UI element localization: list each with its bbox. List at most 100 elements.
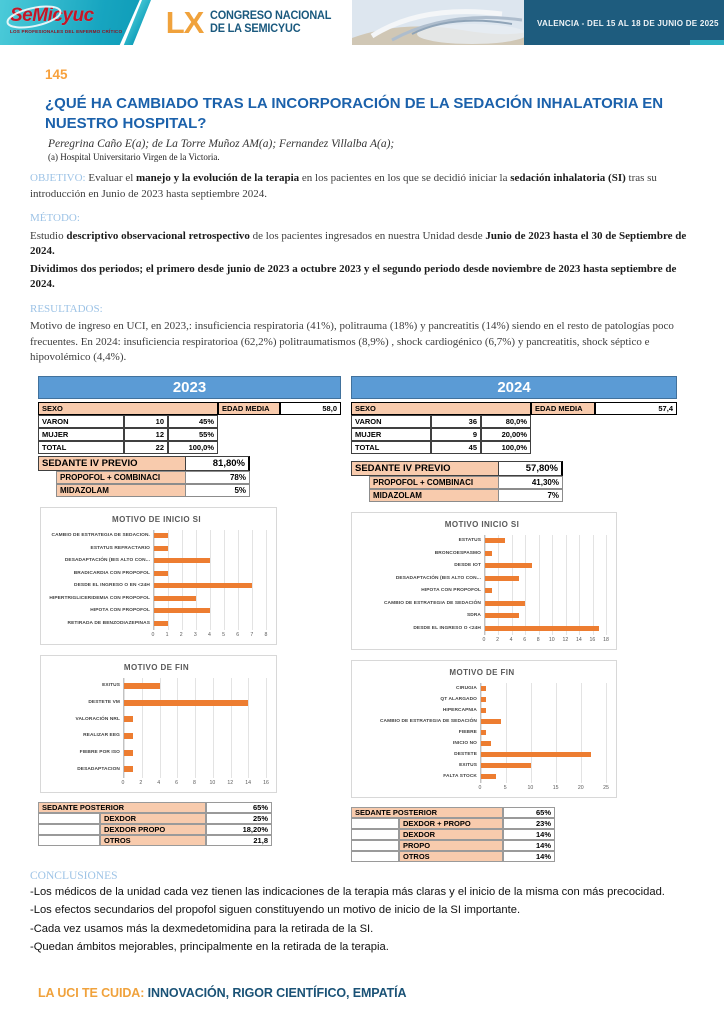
category-label: VALORACIÓN NRL [75, 716, 120, 722]
bar-row [481, 705, 606, 716]
bar [485, 538, 506, 544]
axis-tick-label: 4 [509, 636, 513, 643]
sedante-row-label: DEXDOR [399, 828, 503, 840]
category-label: CAMBIO DE ESTRATEGIA DE SEDACION. [51, 533, 150, 539]
conclusion-line: -Cada vez usamos más la dexmedetomidina … [30, 922, 374, 935]
bar [481, 729, 486, 735]
axis-tick-label: 0 [121, 779, 125, 786]
year-banner-2023: 2023 [38, 375, 341, 399]
axis-tick-label: 5 [503, 784, 507, 791]
table-row-pct: 55% [168, 427, 218, 441]
slogan-rest: INNOVACIÓN, RIGOR CIENTÍFICO, EMPATÍA [147, 985, 407, 1000]
sedante-previo-value: 57,80% [499, 460, 563, 476]
axis-tick-label: 2 [179, 631, 183, 638]
category-label: HIPOTA CON PROPOFOL [90, 608, 150, 614]
sedante-previo-table-2024: SEDANTE IV PREVIO 57,80% PROPOFOL + COMB… [351, 460, 677, 502]
bar [154, 558, 210, 564]
sedante-row-value: 14% [503, 828, 555, 840]
sedante-posterior-table-2023: SEDANTE POSTERIOR 65% DEXDOR 25% DEXDOR … [38, 801, 341, 846]
bar [481, 696, 486, 702]
conclusion-line: -Quedan ámbitos mejorables, principalmen… [30, 941, 389, 953]
chart-title: MOTIVO INICIO SI [444, 519, 520, 529]
chart-motivo-inicio-2023: MOTIVO DE INICIO SI CAMBIO DE ESTRATEGIA … [40, 506, 277, 645]
semicyuc-logo: SeMicyuc LOS PROFESIONALES DEL ENFERMO C… [0, 0, 140, 45]
edad-media-value: 58,0 [280, 401, 341, 415]
bar-row [481, 749, 606, 760]
text-segment: descriptivo observacional retrospectivo [66, 229, 250, 242]
axis-tick-label: 10 [209, 779, 216, 786]
bar-row [485, 572, 606, 585]
bar-row [154, 580, 266, 593]
section-label: CONCLUSIONES [30, 869, 118, 882]
axis-tick-label: 14 [245, 779, 252, 786]
panel-2023: 2023 SEXO EDAD MEDIA 58,0 VARON 10 45% M… [38, 375, 341, 862]
bar-row [485, 547, 606, 560]
category-label: HIPERTRIGLICERIDEMIA CON PROPOFOL [49, 595, 150, 601]
sedante-row-label: PROPOFOL + COMBINACI [56, 470, 186, 484]
bar [485, 613, 519, 619]
category-label: CAMBIO DE ESTRATEGIA DE SEDACIÓN [383, 600, 481, 606]
table-row-label: VARON [351, 414, 431, 428]
bar [485, 575, 519, 581]
category-label: EXITUS [459, 763, 477, 769]
category-label: FIEBRE [458, 729, 477, 735]
axis-tick-label: 25 [603, 784, 609, 791]
table-row-n: 36 [431, 414, 481, 428]
table-row-label: MUJER [38, 427, 124, 441]
table-row-pct: 100,0% [481, 440, 531, 454]
sedante-row-label: MIDAZOLAM [369, 488, 499, 502]
category-label: DESDE EL INGRESO O EN <24H [74, 583, 150, 589]
bar-row [124, 761, 266, 778]
axis-tick-label: 0 [478, 784, 482, 791]
sexo-header-cell: SEXO [351, 401, 531, 415]
table-row-pct: 45% [168, 414, 218, 428]
axis-tick-label: 20 [577, 784, 584, 791]
plot-area [153, 529, 267, 630]
table-row-n: 9 [431, 427, 481, 441]
bar-row [485, 585, 606, 598]
sedante-previo-label: SEDANTE IV PREVIO [351, 460, 499, 476]
category-label: HIPOTA CON PROPOFOL [421, 588, 481, 594]
chart-title: MOTIVO DE FIN [123, 662, 190, 672]
congress-title-block: LX CONGRESO NACIONAL DE LA SEMICYUC [166, 0, 338, 45]
bar [485, 588, 492, 594]
section-label: RESULTADOS: [30, 302, 103, 315]
table-row-pct: 80,0% [481, 414, 531, 428]
category-label: SDRA [467, 613, 481, 619]
section-resultados: RESULTADOS: Motivo de ingreso en UCI, en … [30, 302, 690, 366]
bar [485, 550, 492, 556]
bar [481, 763, 531, 769]
text-segment: Motivo de ingreso en UCI, en 2023,: insu… [30, 320, 674, 363]
bar [124, 732, 133, 739]
slogan-lead: LA UCI TE CUIDA: [38, 985, 145, 1000]
chart-title: MOTIVO DE INICIO SI [112, 514, 201, 524]
bar-row [124, 678, 266, 695]
text-segment: Estudio [30, 229, 67, 242]
sedante-row-label: PROPO [399, 839, 503, 851]
sedante-row-label: MIDAZOLAM [56, 483, 186, 497]
axis-tick-label: 12 [562, 636, 569, 643]
bar [124, 699, 249, 706]
demographics-table-2024: SEXO EDAD MEDIA 57,4 VARON 36 80,0% MUJE… [351, 401, 677, 454]
sedante-posterior-label: SEDANTE POSTERIOR [38, 801, 206, 813]
bar [154, 595, 196, 601]
section-metodo: MÉTODO: Estudio descriptivo observacional… [30, 211, 690, 293]
bar [485, 563, 533, 569]
axis-tick-label: 8 [193, 779, 196, 786]
category-label: FIEBRE POR ISO [79, 750, 120, 755]
bar-row [481, 771, 606, 782]
axis-tick-label: 4 [208, 631, 211, 638]
sedante-posterior-table-2024: SEDANTE POSTERIOR 65% DEXDOR + PROPO 23%… [351, 806, 677, 862]
sedante-row-value: 18,20% [206, 823, 272, 835]
axis-tick-label: 5 [222, 631, 226, 638]
axis-tick-label: 1 [165, 631, 169, 638]
slogan-footer: LA UCI TE CUIDA: INNOVACIÓN, RIGOR CIENT… [38, 986, 688, 1000]
logo-tagline: LOS PROFESIONALES DEL ENFERMO CRÍTICO [10, 29, 123, 34]
axis-tick-label: 2 [139, 779, 143, 786]
bar [124, 716, 133, 723]
sedante-row-value: 21,8 [206, 834, 272, 846]
bar [481, 718, 501, 724]
bar [154, 608, 210, 614]
table-row-n: 45 [431, 440, 481, 454]
axis-tick-label: 6 [236, 631, 240, 638]
